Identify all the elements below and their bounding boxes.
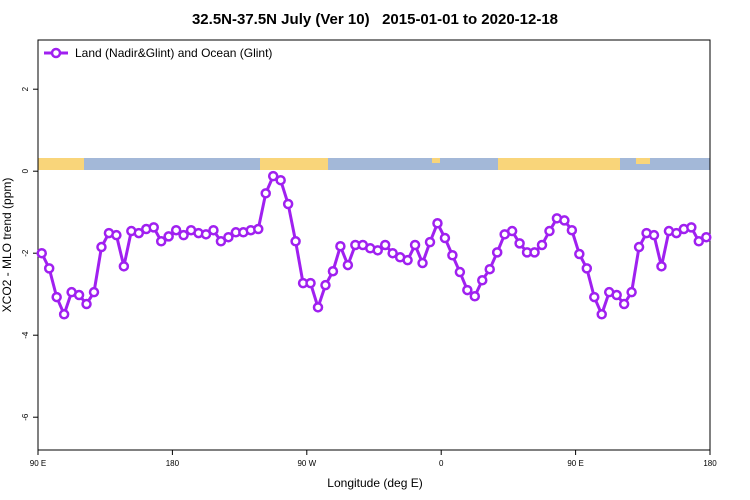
y-tick-label: -2 <box>21 249 30 257</box>
data-point <box>656 261 667 272</box>
data-point <box>290 236 301 247</box>
data-point <box>51 291 62 303</box>
data-point <box>58 309 70 320</box>
legend: Land (Nadir&Glint) and Ocean (Glint) <box>44 46 272 60</box>
data-point <box>88 286 100 298</box>
data-point <box>223 231 234 243</box>
data-point <box>275 174 286 186</box>
x-tick-label: 0 <box>439 459 444 468</box>
x-tick-label: 180 <box>703 459 717 468</box>
data-point <box>312 302 324 313</box>
data-point <box>342 259 354 271</box>
data-point <box>633 241 645 253</box>
y-tick-label: -4 <box>21 331 30 339</box>
data-point <box>372 245 383 256</box>
data-point <box>424 236 436 248</box>
data-point <box>536 239 548 251</box>
data-point <box>447 250 458 261</box>
data-point <box>469 291 481 302</box>
data-point <box>133 227 145 239</box>
data-point <box>491 247 503 258</box>
data-point <box>462 284 473 296</box>
data-point <box>693 236 705 247</box>
data-point <box>671 227 682 239</box>
y-axis-label: XCO2 - MLO trend (ppm) <box>0 178 14 313</box>
legend-marker <box>50 47 62 59</box>
y-tick-label: 0 <box>21 168 30 173</box>
y-tick-label: -6 <box>21 413 30 421</box>
data-point <box>574 248 585 260</box>
data-point <box>559 215 570 226</box>
data-point <box>282 198 294 210</box>
chart-title: 32.5N-37.5N July (Ver 10) 2015-01-01 to … <box>192 11 558 28</box>
data-point <box>611 289 622 301</box>
data-point <box>215 236 227 247</box>
plot-frame <box>37 39 711 451</box>
data-point <box>327 265 339 277</box>
data-point <box>402 254 413 266</box>
x-tick-label: 90 E <box>567 459 583 468</box>
data-point <box>544 225 555 237</box>
data-point <box>320 279 331 291</box>
data-point <box>454 266 466 278</box>
data-point <box>43 263 55 274</box>
data-point <box>379 239 391 251</box>
x-tick-label: 90 W <box>297 459 316 468</box>
data-point <box>36 247 47 259</box>
data-point <box>178 229 189 241</box>
data-point <box>118 261 130 272</box>
data-point <box>477 275 488 286</box>
data-point <box>701 231 712 243</box>
data-point <box>417 257 428 269</box>
x-tick-label: 180 <box>166 459 180 468</box>
data-point <box>529 247 540 258</box>
data-point <box>111 229 122 241</box>
data-point <box>73 289 85 301</box>
legend-label: Land (Nadir&Glint) and Ocean (Glint) <box>75 46 272 60</box>
data-point <box>432 218 443 229</box>
data-point <box>253 223 264 235</box>
x-axis-label: Longitude (deg E) <box>327 476 422 490</box>
data-point <box>305 277 316 289</box>
data-point <box>506 225 518 237</box>
data-point <box>387 247 398 259</box>
data-point <box>618 298 630 310</box>
data-point <box>170 224 182 236</box>
data-point <box>155 236 167 247</box>
x-tick-label: 90 E <box>30 459 46 468</box>
data-point <box>626 286 637 298</box>
data-point <box>208 224 219 236</box>
data-point <box>81 298 92 310</box>
data-point <box>260 188 271 199</box>
data-point <box>267 170 279 182</box>
data-point <box>589 291 600 303</box>
data-point <box>163 231 174 242</box>
land-ocean-strip <box>38 158 710 170</box>
data-point <box>648 229 660 241</box>
data-point <box>596 309 607 320</box>
data-point <box>409 239 421 251</box>
data-point <box>484 263 495 275</box>
data-point <box>581 263 593 274</box>
data-point <box>148 222 159 233</box>
data-point <box>566 224 578 236</box>
data-point <box>514 238 525 249</box>
data-point <box>335 240 346 252</box>
data-point <box>96 241 107 253</box>
data-point <box>200 229 212 240</box>
data-point <box>686 222 697 233</box>
y-tick-label: 2 <box>21 86 30 91</box>
data-point <box>439 232 451 244</box>
